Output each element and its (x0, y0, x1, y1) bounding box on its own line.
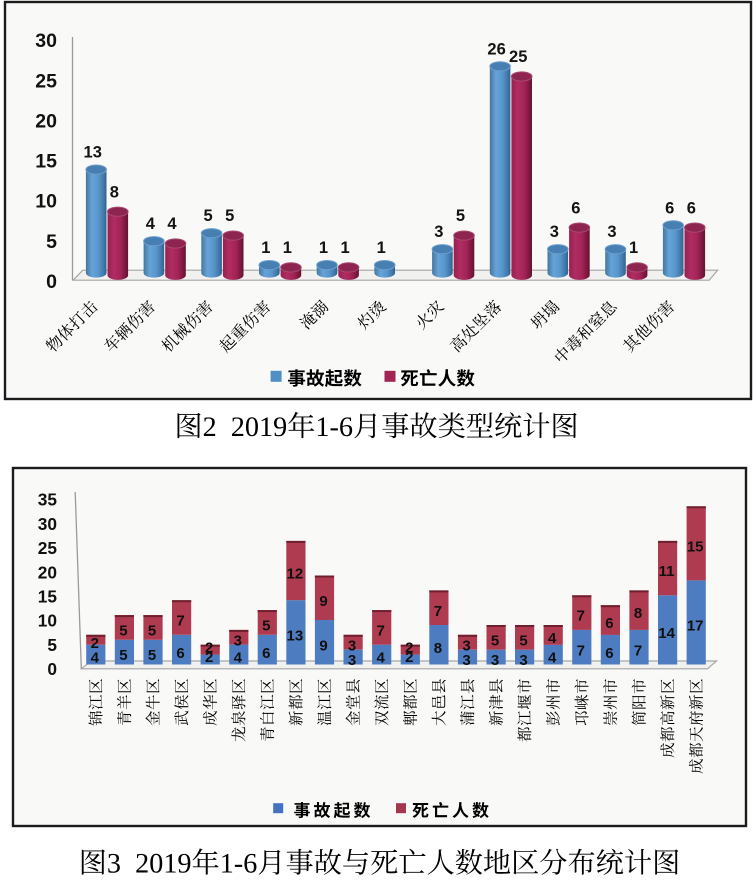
svg-text:5: 5 (491, 632, 499, 649)
svg-text:5: 5 (262, 618, 270, 635)
svg-text:9: 9 (319, 593, 327, 610)
svg-text:10: 10 (35, 191, 57, 213)
svg-text:7: 7 (377, 623, 385, 640)
svg-text:6: 6 (262, 645, 270, 662)
svg-text:8: 8 (634, 605, 642, 622)
svg-text:4: 4 (377, 650, 386, 667)
svg-text:2: 2 (205, 639, 213, 656)
svg-text:25: 25 (38, 538, 58, 558)
svg-text:15: 15 (38, 587, 58, 607)
svg-text:7: 7 (176, 613, 184, 630)
svg-text:10: 10 (38, 611, 57, 631)
svg-text:15: 15 (687, 539, 704, 556)
svg-text:7: 7 (634, 642, 642, 659)
svg-text:7: 7 (434, 603, 442, 620)
svg-text:14: 14 (658, 625, 675, 642)
svg-text:5: 5 (519, 632, 527, 649)
svg-text:6: 6 (687, 199, 696, 217)
svg-text:3: 3 (234, 632, 242, 649)
svg-text:7: 7 (577, 608, 585, 625)
svg-text:5: 5 (148, 647, 156, 664)
svg-text:5: 5 (456, 207, 465, 225)
svg-text:6: 6 (571, 199, 580, 217)
svg-text:3: 3 (462, 652, 470, 669)
svg-text:1: 1 (341, 239, 350, 257)
svg-text:12: 12 (287, 566, 304, 583)
svg-text:13: 13 (84, 144, 102, 162)
svg-text:5: 5 (225, 207, 234, 225)
svg-text:7: 7 (577, 642, 585, 659)
svg-text:4: 4 (548, 630, 557, 647)
svg-text:35: 35 (38, 490, 58, 510)
svg-text:4: 4 (548, 650, 557, 667)
svg-text:3: 3 (550, 223, 559, 241)
svg-text:3: 3 (491, 652, 499, 669)
svg-text:13: 13 (287, 628, 304, 645)
svg-text:3: 3 (434, 223, 443, 241)
svg-text:5: 5 (119, 623, 127, 640)
svg-text:3: 3 (519, 652, 527, 669)
svg-text:6: 6 (665, 199, 674, 217)
svg-text:1: 1 (377, 239, 386, 257)
svg-text:5: 5 (119, 647, 127, 664)
svg-text:2: 2 (205, 649, 213, 666)
svg-text:2: 2 (405, 639, 413, 656)
svg-text:3: 3 (462, 637, 470, 654)
svg-text:0: 0 (46, 271, 57, 293)
svg-text:1: 1 (319, 239, 328, 257)
svg-text:17: 17 (687, 618, 704, 635)
svg-text:6: 6 (605, 645, 613, 662)
svg-text:4: 4 (91, 650, 100, 667)
svg-text:20: 20 (35, 110, 57, 132)
svg-text:6: 6 (605, 615, 613, 632)
svg-text:2: 2 (91, 635, 99, 652)
svg-text:1: 1 (283, 239, 292, 257)
svg-text:15: 15 (35, 151, 57, 173)
svg-text:20: 20 (38, 562, 57, 582)
svg-text:9: 9 (319, 637, 327, 654)
svg-text:1: 1 (629, 239, 638, 257)
svg-text:5: 5 (148, 623, 156, 640)
svg-text:3: 3 (348, 652, 356, 669)
svg-text:30: 30 (38, 514, 57, 534)
svg-text:1: 1 (261, 239, 270, 257)
svg-text:4: 4 (146, 215, 156, 233)
svg-text:11: 11 (659, 563, 675, 580)
svg-text:3: 3 (348, 637, 356, 654)
svg-text:30: 30 (35, 30, 57, 52)
svg-text:5: 5 (47, 635, 57, 655)
svg-text:4: 4 (167, 215, 177, 233)
svg-text:25: 25 (509, 48, 527, 66)
svg-text:6: 6 (176, 645, 184, 662)
svg-text:5: 5 (46, 231, 57, 253)
svg-text:25: 25 (35, 70, 57, 92)
svg-text:3: 3 (607, 223, 616, 241)
svg-text:2: 2 (405, 649, 413, 666)
svg-text:8: 8 (110, 183, 119, 201)
svg-text:5: 5 (204, 207, 213, 225)
svg-text:0: 0 (47, 659, 57, 679)
svg-text:4: 4 (234, 650, 243, 667)
svg-text:26: 26 (487, 40, 505, 58)
svg-text:8: 8 (434, 640, 442, 657)
